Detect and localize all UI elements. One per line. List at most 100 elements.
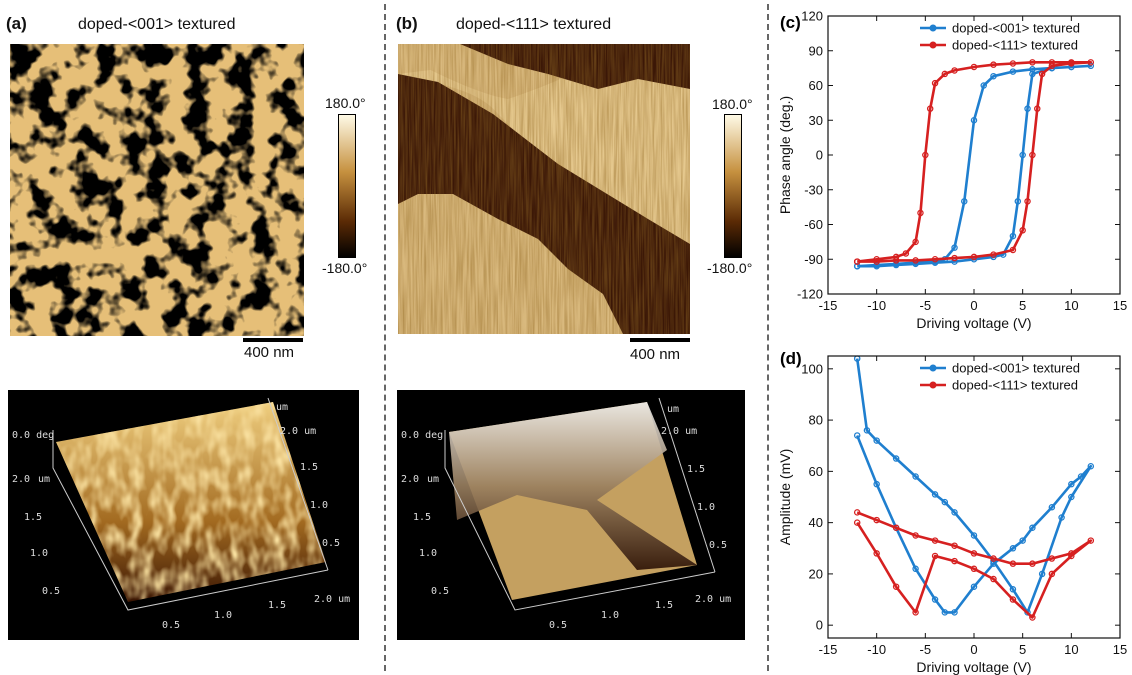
panel-b-3d-xtick: 1.5 bbox=[655, 600, 673, 611]
panel-a-3d-ytick: 1.0 bbox=[30, 548, 48, 559]
data-point bbox=[1009, 246, 1017, 254]
panel-a-3d-ytick: 2.0 bbox=[12, 474, 30, 485]
panel-a-3d-ytick-unit: um bbox=[38, 474, 50, 485]
x-tick-label: -15 bbox=[819, 298, 838, 313]
panel-a-label: (a) bbox=[6, 14, 27, 33]
y-axis-label: Phase angle (deg.) bbox=[777, 96, 793, 214]
data-point bbox=[990, 555, 997, 562]
data-point bbox=[912, 609, 919, 616]
panel-b-3d-xtick: 1.0 bbox=[601, 610, 619, 621]
plot-frame bbox=[827, 355, 1121, 639]
x-tick-label: 10 bbox=[1064, 642, 1078, 657]
data-point bbox=[1029, 614, 1036, 621]
data-point bbox=[931, 79, 939, 87]
x-tick-label: 0 bbox=[970, 298, 977, 313]
data-point bbox=[1068, 60, 1075, 67]
data-point bbox=[853, 509, 861, 516]
data-point bbox=[873, 437, 880, 444]
panel-a-scale-label: 400 nm bbox=[244, 344, 295, 361]
data-point bbox=[926, 105, 934, 112]
x-tick-label: 5 bbox=[1019, 642, 1026, 657]
panel-divider-left bbox=[384, 4, 386, 671]
data-point bbox=[970, 583, 978, 590]
data-point bbox=[1009, 545, 1017, 552]
series-line bbox=[857, 64, 1093, 268]
y-tick-label: 120 bbox=[801, 9, 823, 24]
panel-b-3d-xtick: 0.5 bbox=[549, 620, 567, 631]
data-point bbox=[912, 473, 919, 480]
data-point bbox=[892, 455, 900, 462]
data-point bbox=[961, 198, 968, 205]
panel-a-title: doped-<001> textured bbox=[78, 16, 236, 33]
data-point bbox=[1009, 596, 1017, 603]
data-point bbox=[873, 255, 880, 263]
data-point bbox=[873, 258, 880, 265]
data-point bbox=[931, 537, 939, 544]
data-point bbox=[1068, 480, 1075, 488]
panel-b-3d-rtick: 1.5 bbox=[687, 464, 705, 475]
data-point bbox=[873, 480, 880, 488]
panel-a-3d-rtick: 0.5 bbox=[322, 538, 340, 549]
y-tick-label: 80 bbox=[809, 413, 823, 428]
series-line bbox=[855, 358, 1093, 614]
panel-b-3d-view: 0.0 deg um 2.0 um 2.0 um 1.5 1.0 0.5 1.5… bbox=[397, 390, 745, 640]
y-tick-label: -60 bbox=[804, 217, 823, 232]
x-tick-label: 0 bbox=[970, 642, 977, 657]
data-point bbox=[1058, 514, 1065, 521]
panel-a-3d-view: 0.0 deg um 2.0 um 2.0 um 1.5 1.0 0.5 1.5… bbox=[8, 390, 359, 640]
data-point bbox=[970, 550, 978, 557]
panel-a-3d-xtick: 2.0 um bbox=[314, 594, 350, 605]
panel-a-3d-ytick: 1.5 bbox=[24, 512, 42, 523]
data-point bbox=[873, 516, 880, 524]
data-point bbox=[951, 509, 958, 516]
data-point bbox=[1029, 560, 1036, 567]
data-point bbox=[1029, 59, 1036, 66]
data-point bbox=[912, 565, 919, 573]
data-point bbox=[1009, 60, 1017, 67]
panel-a-3d-ytop: um bbox=[276, 402, 288, 413]
panel-a-3d-ytick: 0.5 bbox=[42, 586, 60, 597]
y-tick-label: 0 bbox=[816, 618, 823, 633]
data-point bbox=[1068, 550, 1075, 557]
plot-frame bbox=[827, 15, 1121, 295]
y-tick-label: 0 bbox=[816, 148, 823, 163]
x-tick-label: -15 bbox=[819, 642, 838, 657]
data-point bbox=[990, 72, 997, 80]
panel-b-3d-ytick-unit: um bbox=[427, 474, 439, 485]
panel-a-3d-zlabel: 0.0 deg bbox=[12, 430, 54, 441]
panel-b-3d-xtick: 2.0 um bbox=[695, 594, 731, 605]
panel-b-3d-ytick: 0.5 bbox=[431, 586, 449, 597]
y-tick-label: 40 bbox=[809, 515, 823, 530]
legend-marker bbox=[929, 364, 937, 372]
series-line bbox=[857, 60, 1093, 263]
data-point bbox=[1024, 198, 1031, 205]
data-point bbox=[892, 583, 900, 590]
panel-b-3d-rtick: 0.5 bbox=[709, 540, 727, 551]
data-point bbox=[1048, 570, 1056, 578]
data-point bbox=[892, 253, 900, 261]
panel-divider-right bbox=[767, 4, 769, 671]
panel-b-colorbar-min: -180.0° bbox=[707, 260, 753, 276]
y-tick-label: 60 bbox=[809, 78, 823, 93]
data-point bbox=[1068, 552, 1075, 560]
legend-label: doped-<001> textured bbox=[952, 361, 1080, 376]
data-point bbox=[1087, 59, 1095, 66]
panel-b-label: (b) bbox=[396, 14, 418, 33]
data-point bbox=[1034, 105, 1041, 112]
data-point bbox=[951, 557, 958, 565]
y-tick-label: -30 bbox=[804, 182, 823, 197]
data-point bbox=[1038, 70, 1046, 78]
data-point bbox=[1038, 570, 1046, 578]
series-line bbox=[856, 511, 1093, 619]
y-tick-label: 30 bbox=[809, 113, 823, 128]
y-axis-label: Amplitude (mV) bbox=[777, 449, 793, 545]
data-point bbox=[853, 258, 861, 265]
panel-a-3d-xtick: 1.5 bbox=[268, 600, 286, 611]
data-point bbox=[922, 151, 929, 159]
data-point bbox=[931, 596, 939, 603]
panel-a-3d-ytop-value: 2.0 um bbox=[280, 426, 316, 437]
panel-a-colorbar-max: 180.0° bbox=[325, 95, 366, 111]
panel-b-scale-bar bbox=[630, 338, 690, 342]
panel-b-colorbar-max: 180.0° bbox=[712, 96, 753, 112]
legend-marker bbox=[929, 381, 937, 389]
